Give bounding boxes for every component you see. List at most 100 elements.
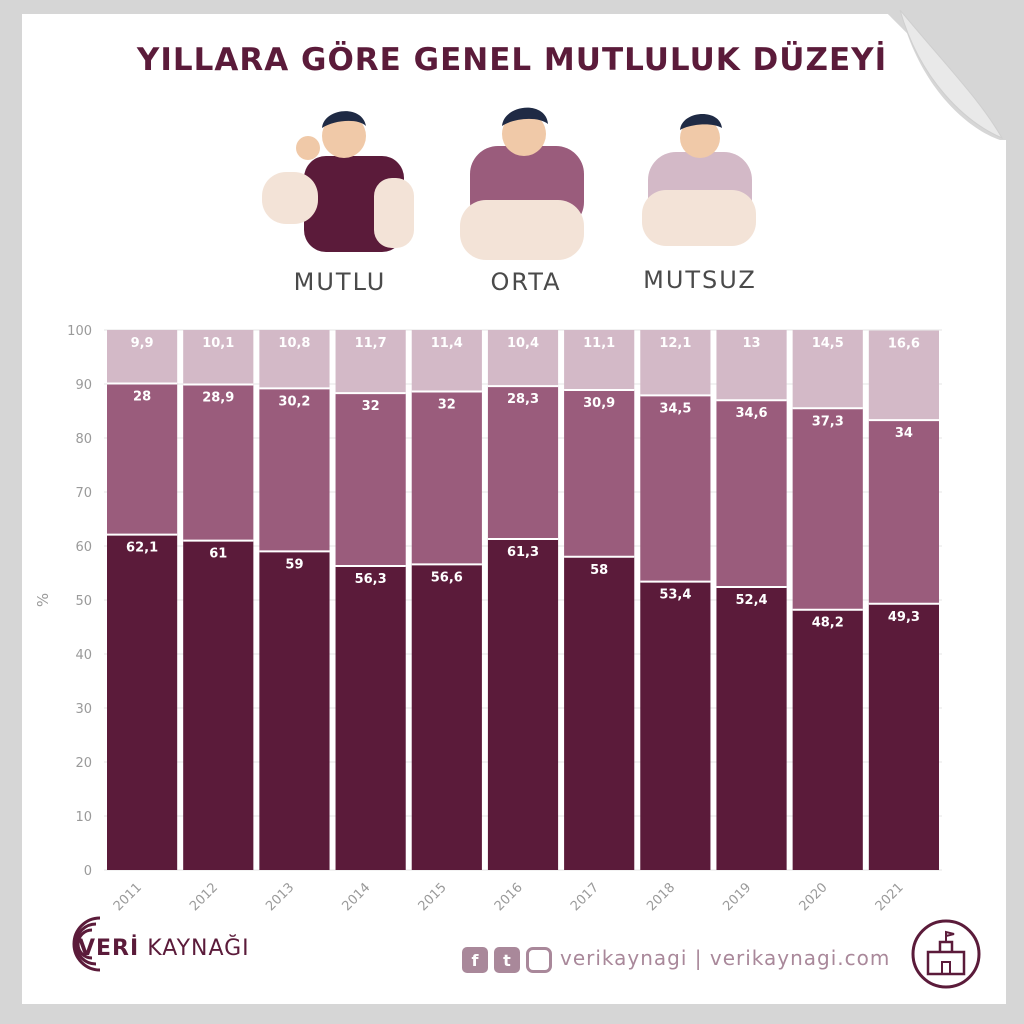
data-label: 49,3 xyxy=(888,610,920,625)
data-label: 14,5 xyxy=(812,336,844,351)
brand-name-bold: VERİ xyxy=(78,936,140,961)
data-label: 32 xyxy=(438,398,456,413)
bar-segment xyxy=(487,386,559,539)
bar-segment xyxy=(259,330,330,389)
y-tick-label: 50 xyxy=(75,594,92,609)
data-label: 56,3 xyxy=(355,572,387,587)
bar-segment xyxy=(487,330,559,387)
data-label: 52,4 xyxy=(736,593,768,608)
y-tick-label: 0 xyxy=(84,864,92,879)
x-tick-label: 2017 xyxy=(568,880,602,914)
y-tick-label: 40 xyxy=(75,648,92,663)
bar-segment xyxy=(411,391,482,565)
data-label: 10,1 xyxy=(202,336,234,351)
page-curl-decoration xyxy=(899,10,1010,140)
data-label: 56,6 xyxy=(431,570,463,585)
y-tick-label: 30 xyxy=(75,702,92,717)
bar-segment xyxy=(107,534,178,870)
y-tick-label: 80 xyxy=(75,432,92,447)
y-tick-label: 100 xyxy=(67,324,92,339)
data-label: 58 xyxy=(590,563,608,578)
data-label: 30,2 xyxy=(278,394,310,409)
x-tick-label: 2019 xyxy=(720,880,754,914)
bar-segment xyxy=(792,408,863,610)
x-tick-label: 2014 xyxy=(339,880,373,914)
data-label: 34 xyxy=(895,426,913,441)
bar-segment xyxy=(716,587,787,870)
legend-unhappy-label: MUTSUZ xyxy=(643,266,757,294)
neutral-person-icon xyxy=(460,107,584,260)
data-label: 37,3 xyxy=(812,414,844,429)
data-label: 59 xyxy=(285,557,303,572)
data-label: 11,1 xyxy=(583,336,615,351)
data-label: 28,3 xyxy=(507,392,539,407)
bar-segment xyxy=(487,538,559,870)
data-label: 61 xyxy=(209,547,227,562)
bar-segment xyxy=(640,581,711,870)
happy-person-icon xyxy=(262,111,414,252)
social-icons: f t xyxy=(462,946,552,974)
bar-segment xyxy=(792,609,863,870)
data-label: 61,3 xyxy=(507,545,539,560)
y-tick-label: 20 xyxy=(75,756,92,771)
y-tick-label: 90 xyxy=(75,378,92,393)
bar-segment xyxy=(335,330,406,394)
bar-segment xyxy=(183,540,254,870)
website-link[interactable]: verikaynagi | verikaynagi.com xyxy=(560,946,891,970)
bar-segment xyxy=(107,383,178,535)
x-tick-label: 2015 xyxy=(416,880,450,914)
legend-neutral-label: ORTA xyxy=(490,268,562,296)
brand-name: VERİ KAYNAĞI xyxy=(78,936,250,961)
bar-segment xyxy=(564,556,635,870)
data-label: 32 xyxy=(362,399,380,414)
bar-segment xyxy=(259,551,330,870)
bar-segment xyxy=(411,330,482,392)
veri-kaynagi-logo xyxy=(72,916,101,972)
bar-segment xyxy=(183,384,254,541)
facebook-icon[interactable]: f xyxy=(462,947,488,973)
bar-segment xyxy=(716,400,787,588)
data-label: 13 xyxy=(742,336,760,351)
bar-segment xyxy=(411,564,482,870)
bar-segment xyxy=(868,330,939,421)
data-label: 62,1 xyxy=(126,541,158,556)
data-label: 53,4 xyxy=(659,588,691,603)
y-axis-label: % xyxy=(34,593,52,607)
data-label: 11,4 xyxy=(431,336,463,351)
legend-happy-label: MUTLU xyxy=(293,268,387,296)
data-label: 48,2 xyxy=(812,616,844,631)
bar-segment xyxy=(868,420,939,604)
x-tick-label: 2021 xyxy=(873,880,907,914)
x-tick-label: 2016 xyxy=(492,880,526,914)
data-label: 10,4 xyxy=(507,336,539,351)
data-label: 28 xyxy=(133,389,151,404)
bar-segment xyxy=(107,330,178,384)
data-label: 30,9 xyxy=(583,396,615,411)
y-tick-label: 10 xyxy=(75,810,92,825)
bar-segment xyxy=(716,330,787,401)
bar-segment xyxy=(335,565,406,870)
unhappy-person-icon xyxy=(642,113,756,246)
bar-segment xyxy=(259,388,330,552)
data-label: 34,5 xyxy=(659,401,691,416)
data-label: 12,1 xyxy=(659,336,691,351)
x-tick-label: 2018 xyxy=(644,880,678,914)
data-label: 34,6 xyxy=(736,406,768,421)
twitter-icon[interactable]: t xyxy=(494,947,520,973)
data-label: 9,9 xyxy=(131,336,154,351)
school-building-icon xyxy=(911,919,981,989)
data-label: 28,9 xyxy=(202,391,234,406)
y-tick-label: 60 xyxy=(75,540,92,555)
bar-segment xyxy=(640,330,711,396)
bar-segment xyxy=(335,393,406,566)
bar-segment xyxy=(792,330,863,409)
bar-segment xyxy=(564,330,635,390)
bar-segment xyxy=(183,330,254,385)
instagram-icon[interactable] xyxy=(526,947,552,973)
y-tick-label: 70 xyxy=(75,486,92,501)
bar-segment xyxy=(868,603,939,870)
chart-title: YILLARA GÖRE GENEL MUTLULUK DÜZEYİ xyxy=(136,42,888,78)
data-label: 16,6 xyxy=(888,337,920,352)
data-label: 10,8 xyxy=(278,336,310,351)
